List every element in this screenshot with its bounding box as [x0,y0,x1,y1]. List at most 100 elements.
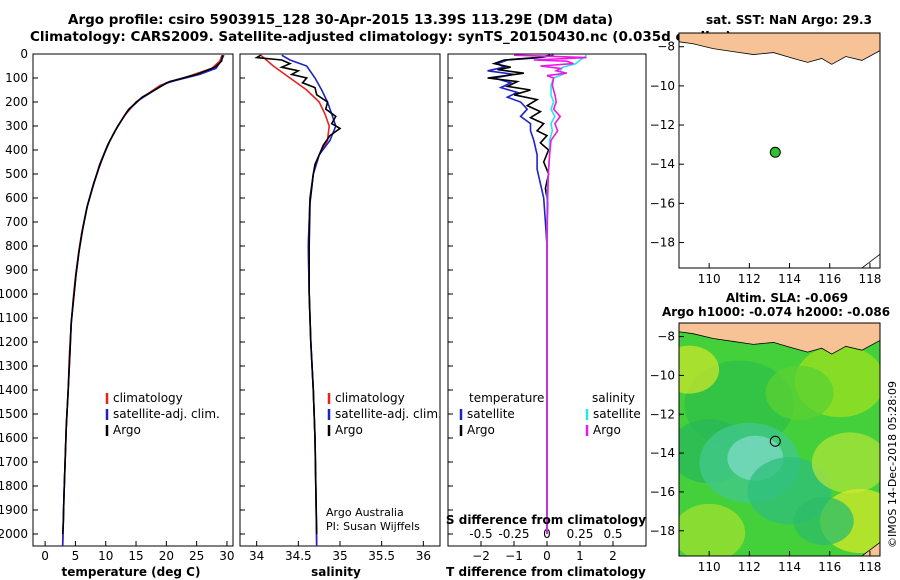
diff-legend-temperature-title: temperature [469,391,544,405]
sst-map-area [679,33,880,268]
sst-ytick-label: −8 [657,40,675,54]
diff-xtick-label: −2 [472,549,490,563]
sal-legend-label: satellite-adj. clim. [335,407,442,421]
sla-frame [678,322,881,557]
depth-tick-label: 1200 [0,335,28,349]
depth-tick-label: 1500 [0,407,28,421]
sla-xtick-label: 110 [698,560,721,574]
sla-sla-blob [679,345,720,394]
depth-tick-label: 1800 [0,479,28,493]
diff-series-temperature-satellite [487,54,554,534]
figure-title-line2: Climatology: CARS2009. Satellite-adjuste… [30,29,732,45]
sst-australia-coast [861,253,880,268]
sal-series-argo [254,54,342,535]
diff-sal-legend-label: satellite [593,407,641,421]
sla-sla-blob [679,503,746,556]
diff-xtick-label: 1 [576,549,584,563]
temp-xtick-label: 5 [72,549,80,563]
depth-tick-label: 400 [5,143,28,157]
diff-x2tick-label: 0.5 [603,527,622,541]
sla-sla-blob [765,365,834,421]
sla-ytick-label: −18 [650,524,675,538]
temp-xtick-label: 0 [41,549,49,563]
sla-xtick-label: 116 [818,560,841,574]
temp-xtick-label: 15 [128,549,143,563]
diff-series-salinity-satellite [546,54,588,534]
diff-x2tick-label: -0.25 [498,527,529,541]
temp-legend-label: climatology [113,391,183,405]
sal-xtick-label: 35.5 [368,549,395,563]
diff-series-temperature-argo [487,54,551,534]
sst-land [679,33,880,65]
diff-xtick-label: 2 [609,549,617,563]
sla-xtick-label: 114 [778,560,801,574]
sla-title: Altim. SLA: -0.069 [726,291,848,305]
depth-tick-label: 1700 [0,455,28,469]
temp-series-satellite-adj-clim- [61,54,225,546]
temp-xtick-label: 25 [189,549,204,563]
sal-xtick-label: 36 [416,549,431,563]
sst-xtick-label: 112 [738,272,761,286]
diff-x2tick-label: 0.25 [567,527,594,541]
sal-xtick-label: 34.5 [285,549,312,563]
sla-sla-blob [793,497,854,546]
depth-tick-label: 0 [20,47,28,61]
depth-tick-label: 2000 [0,527,28,541]
depth-tick-label: 200 [5,95,28,109]
sla-xtick-label: 112 [738,560,761,574]
sst-argo-marker [769,146,781,158]
sst-xtick-label: 116 [818,272,841,286]
sst-title: sat. SST: NaN Argo: 29.3 [706,13,872,27]
diff-x2label: S difference from climatology [446,513,646,527]
sst-ytick-label: −12 [650,118,675,132]
sla-ytick-label: −14 [650,446,675,460]
diff-legend-salinity-title: salinity [592,391,635,405]
temp-legend-label: Argo [113,423,141,437]
sst-ytick-label: −10 [650,79,675,93]
sla-map-area [679,323,880,556]
depth-tick-label: 500 [5,167,28,181]
sst-ytick-label: −16 [650,196,675,210]
depth-tick-label: 800 [5,239,28,253]
diff-x2tick-label: -0.5 [469,527,492,541]
depth-tick-label: 600 [5,191,28,205]
sst-ytick-label: −18 [650,236,675,250]
depth-tick-label: 1000 [0,287,28,301]
sla-ytick-label: −8 [657,330,675,344]
depth-tick-label: 1900 [0,503,28,517]
sal-series-climatology [260,54,331,546]
sal-annotation-line1: Argo Australia [326,506,404,519]
temp-xtick-label: 10 [98,549,113,563]
temp-frame [32,53,234,547]
sla-ytick-label: −10 [650,368,675,382]
depth-tick-label: 1600 [0,431,28,445]
figure-title-line1: Argo profile: csiro 5903915_128 30-Apr-2… [68,12,614,28]
sla-xtick-label: 118 [858,560,881,574]
depth-tick-label: 900 [5,263,28,277]
sal-xlabel: salinity [311,565,361,579]
sst-frame [678,32,881,269]
temp-xtick-label: 20 [159,549,174,563]
depth-tick-label: 700 [5,215,28,229]
diff-xlabel: T difference from climatology [446,565,646,579]
temp-legend-label: satellite-adj. clim. [113,407,220,421]
depth-tick-label: 1300 [0,359,28,373]
depth-tick-label: 300 [5,119,28,133]
diff-xtick-label: 0 [543,549,551,563]
sal-annotation-line2: PI: Susan Wijffels [326,520,420,533]
sal-xtick-label: 35 [332,549,347,563]
temp-series-climatology [61,54,223,546]
sst-xtick-label: 118 [858,272,881,286]
sst-xtick-label: 114 [778,272,801,286]
sal-legend-label: Argo [335,423,363,437]
sal-xtick-label: 34 [249,549,264,563]
sla-ytick-label: −12 [650,407,675,421]
diff-temp-legend-label: satellite [467,407,515,421]
sla-argo-marker [769,435,781,447]
temp-xlabel: temperature (deg C) [62,565,201,579]
sla-land [679,323,880,355]
temp-series-argo [61,55,224,535]
sla-subtitle: Argo h1000: -0.074 h2000: -0.086 [662,305,890,319]
sla-australia-coast [861,541,880,556]
sal-legend-label: climatology [335,391,405,405]
